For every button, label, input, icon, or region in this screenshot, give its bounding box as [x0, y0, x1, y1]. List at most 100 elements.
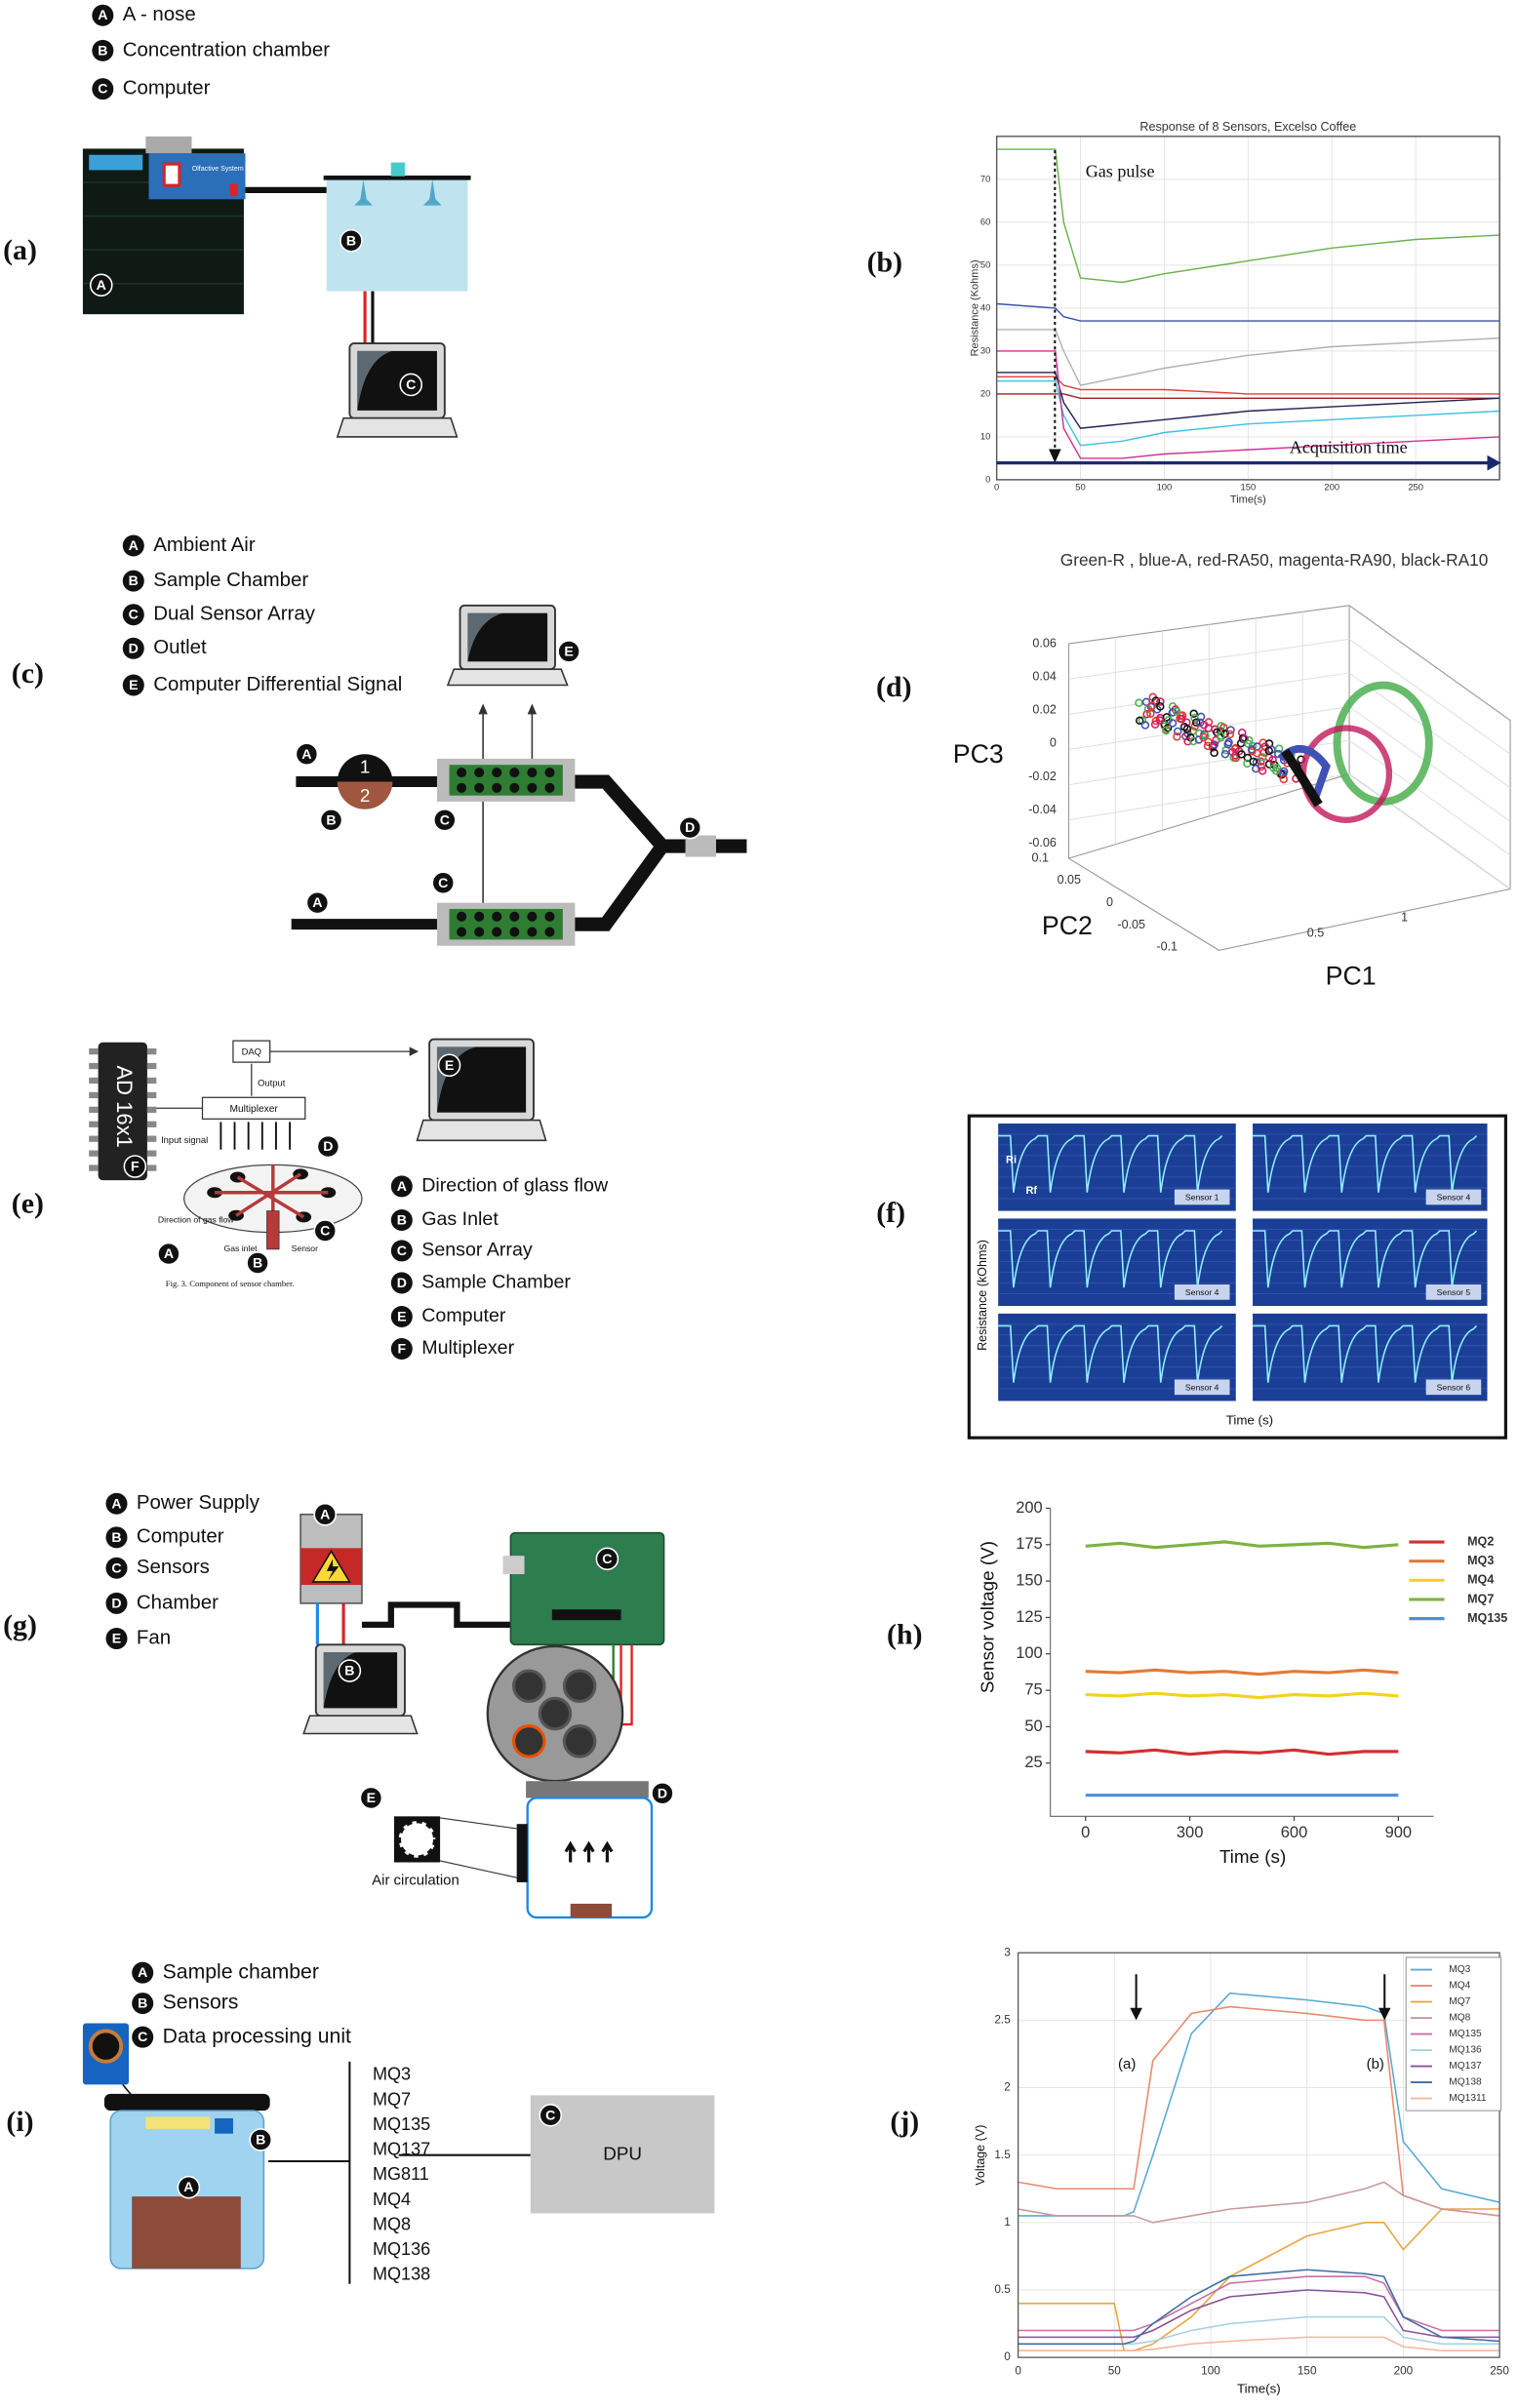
marker-text: B	[346, 232, 356, 248]
marker-circle	[340, 228, 363, 253]
sensor-tag	[1174, 1189, 1230, 1205]
bolt	[326, 1559, 340, 1581]
chamber-number: 1	[360, 756, 370, 776]
x-axis-label: Time (s)	[1219, 1846, 1286, 1867]
x-tick-label: 100	[1201, 2364, 1220, 2377]
marker-text: C	[438, 875, 448, 890]
legend-key: E	[129, 677, 138, 692]
legend-text: MQ138	[1449, 2077, 1482, 2088]
scatter-point	[1258, 753, 1267, 762]
x-tick-label: 300	[1177, 1824, 1204, 1841]
laptop-glare	[357, 350, 393, 411]
sensor-hole	[511, 1724, 546, 1758]
legend-key: C	[138, 2029, 147, 2044]
z-tick-label: 0.02	[1032, 703, 1056, 717]
arrow-head	[1049, 449, 1061, 463]
y-tick-label: 50	[980, 258, 990, 269]
legend-key: A	[138, 1964, 147, 1980]
marker-circle	[433, 809, 457, 832]
marker-circle	[89, 273, 113, 297]
scatter-point	[1257, 762, 1265, 771]
chip-pin	[146, 1047, 157, 1055]
annotation: Ri	[1006, 1155, 1017, 1166]
enose-strip	[89, 154, 143, 171]
scatter-point	[1155, 716, 1165, 725]
x-tick-label: 900	[1385, 1824, 1413, 1841]
legend-text: Power Supply	[137, 1492, 260, 1514]
sensor-name: MQ135	[373, 2114, 430, 2134]
sensor-hole	[538, 1696, 573, 1731]
series-line	[996, 329, 1500, 386]
chip-pin	[146, 1091, 157, 1099]
sensor-name: MQ3	[373, 2065, 411, 2084]
legend-text: Computer	[137, 1526, 224, 1548]
legend-text: MQ135	[1449, 2029, 1482, 2039]
legend-key-circle	[122, 604, 144, 626]
laptop-base	[302, 1715, 419, 1735]
gas-lines	[215, 1165, 329, 1235]
diagram-text: Gas inlet	[224, 1243, 259, 1253]
sensor-board	[449, 908, 563, 940]
device-text: Olfactive System	[192, 166, 244, 173]
y-tick-label: 175	[1016, 1535, 1043, 1553]
y-tick-label: 50	[1024, 1717, 1042, 1735]
y-tick-label: 40	[980, 301, 990, 312]
sensor-dot	[527, 911, 538, 922]
y-tick-label: 10	[980, 430, 990, 441]
legend-key: A	[111, 1495, 121, 1511]
sensor-dot	[509, 782, 520, 793]
enose-part	[229, 183, 238, 197]
fan-mount	[516, 1824, 528, 1882]
sensor-dot	[492, 911, 502, 922]
scatter-point	[1181, 731, 1190, 741]
chart-title: Response of 8 Sensors, Excelso Coffee	[1139, 120, 1356, 134]
legend-text: MQ3	[1449, 1964, 1470, 1975]
sensor-label: Sensor 4	[1437, 1192, 1471, 1202]
laptop-glare	[467, 612, 503, 662]
legend-key-circle	[122, 637, 144, 659]
panel-label: (h)	[887, 1618, 923, 1650]
annotation: (a)	[1118, 2056, 1136, 2072]
flow-arrow	[601, 1840, 614, 1863]
marker-text: B	[256, 2131, 265, 2147]
plot-frame	[995, 136, 1500, 481]
scatter-point	[1217, 731, 1225, 740]
marker-text: A	[183, 2179, 193, 2194]
scatter-point	[1268, 755, 1277, 765]
scatter-point	[1220, 730, 1229, 738]
scatter-point	[1147, 701, 1157, 710]
scatter-point	[1249, 757, 1258, 767]
sensor-dot	[509, 927, 520, 937]
legend-text: Chamber	[137, 1592, 219, 1613]
scatter-point	[1142, 709, 1151, 719]
legend-text: MQ137	[1449, 2061, 1482, 2072]
marker-text: C	[406, 376, 416, 392]
flow-arrow	[582, 1840, 595, 1863]
sensor-dot	[457, 927, 467, 937]
y-tick-label: 0	[985, 473, 990, 484]
sensor-trace	[1253, 1230, 1478, 1288]
scatter-point	[1247, 745, 1257, 754]
sensor-tag	[1174, 1284, 1230, 1300]
legend-key: D	[111, 1595, 121, 1610]
scatter-point	[1141, 697, 1151, 707]
chip	[551, 1609, 621, 1621]
marker-text: F	[131, 1159, 140, 1174]
panel-label: (c)	[12, 657, 44, 690]
legend-text: Gas Inlet	[421, 1208, 499, 1230]
sensor-dot	[509, 768, 520, 778]
grid-3d	[1348, 773, 1511, 889]
sensor-tag	[1174, 1379, 1230, 1396]
scatter-point	[1271, 767, 1281, 775]
legend-text: Dual Sensor Array	[153, 604, 316, 625]
marker-circle	[316, 1134, 340, 1159]
sensor-label: Sensor 6	[1437, 1382, 1471, 1392]
scatter-point	[1156, 702, 1165, 711]
scatter-point	[1203, 741, 1213, 751]
y-axis-label: Sensor voltage (V)	[978, 1541, 998, 1693]
diagram-text: Output	[258, 1078, 286, 1088]
diagram-text: Air circulation	[372, 1872, 459, 1888]
scatter-point	[1201, 731, 1210, 740]
x-axis-label: Time(s)	[1230, 493, 1266, 505]
sensor-head	[88, 2029, 124, 2064]
